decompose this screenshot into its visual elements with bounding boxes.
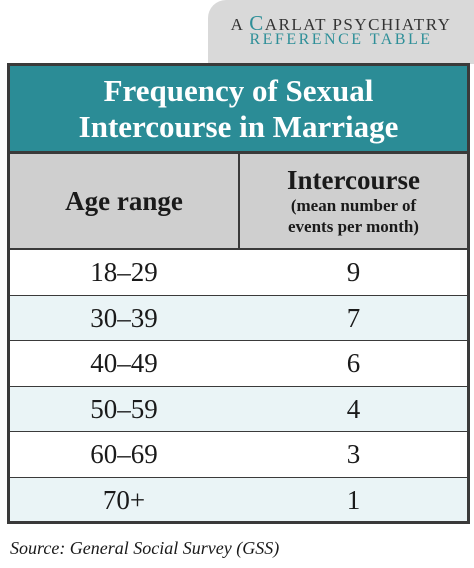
column-header-intercourse-sub2: events per month) [288, 217, 419, 236]
brand-rest: ARLAT PSYCHIATRY [264, 15, 452, 34]
age-range-cell: 60–69 [90, 439, 158, 469]
carlat-brand-line: A CARLAT PSYCHIATRY [208, 11, 474, 36]
table-body: 18–29 9 30–39 7 40–49 6 50–59 4 60–69 3 … [10, 250, 467, 521]
table-row: 30–39 7 [10, 295, 467, 341]
table-row: 60–69 3 [10, 432, 467, 478]
intercourse-value-cell: 6 [346, 348, 361, 378]
column-header-age-range: Age range [65, 185, 183, 216]
column-header-intercourse-sub1: (mean number of [290, 196, 417, 215]
table-row: 70+ 1 [10, 477, 467, 521]
age-range-cell: 40–49 [90, 348, 158, 378]
intercourse-value-cell: 3 [346, 439, 361, 469]
reference-table-label: REFERENCE TABLE [249, 31, 433, 48]
column-header-intercourse-title: Intercourse [287, 165, 420, 195]
brand-c: C [249, 11, 265, 35]
intercourse-value-cell: 7 [346, 302, 361, 333]
column-header-intercourse: Intercourse (mean number of events per m… [240, 154, 467, 248]
frequency-table: Frequency of Sexual Intercourse in Marri… [7, 63, 470, 524]
table-row: 40–49 6 [10, 341, 467, 387]
age-range-cell: 50–59 [90, 393, 158, 424]
table-title-line1: Frequency of Sexual [103, 72, 374, 108]
carlat-reference-tab: A CARLAT PSYCHIATRY REFERENCE TABLE [208, 0, 474, 64]
intercourse-value-cell: 4 [346, 393, 361, 424]
age-range-cell: 30–39 [90, 302, 158, 333]
table-title-line2: Intercourse in Marriage [78, 108, 399, 144]
source-citation: Source: General Social Survey (GSS) [10, 538, 280, 558]
table-title: Frequency of Sexual Intercourse in Marri… [10, 66, 467, 154]
intercourse-value-cell: 9 [346, 257, 361, 287]
age-range-cell: 18–29 [90, 257, 158, 287]
age-range-cell: 70+ [102, 484, 146, 515]
table-row: 50–59 4 [10, 386, 467, 432]
intercourse-value-cell: 1 [346, 484, 361, 515]
brand-a: A [230, 15, 250, 34]
table-row: 18–29 9 [10, 250, 467, 296]
